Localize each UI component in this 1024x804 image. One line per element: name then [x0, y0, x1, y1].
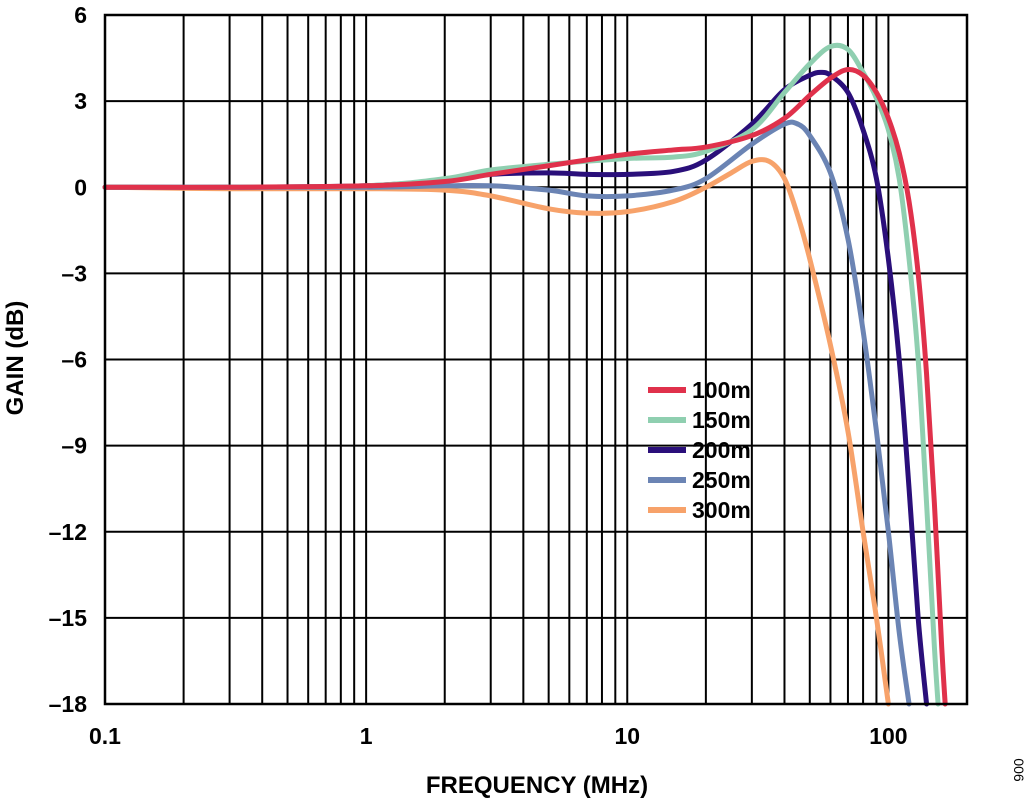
- y-tick-labels: 6 3 0 –3 –6 –9 –12 –15 –18: [49, 2, 88, 717]
- x-tick-label: 10: [614, 723, 640, 749]
- x-tick-label: 1: [360, 723, 373, 749]
- y-tick-label: 0: [74, 174, 87, 200]
- series-line-100m: [102, 67, 948, 707]
- y-tick-label: –9: [61, 433, 87, 459]
- legend-label-100m: 100m: [692, 377, 751, 403]
- series-line-150m: [102, 42, 941, 707]
- series-line-250m: [102, 119, 912, 707]
- legend-label-300m: 300m: [692, 497, 751, 523]
- x-tick-label: 100: [869, 723, 907, 749]
- x-tick-labels: 0.1 1 10 100: [89, 723, 908, 749]
- legend-label-250m: 250m: [692, 467, 751, 493]
- y-tick-label: 3: [74, 88, 87, 114]
- y-tick-label: –15: [49, 605, 88, 631]
- series-line-300m: [102, 157, 891, 707]
- plot-frame: [103, 13, 969, 706]
- y-tick-label: –3: [61, 260, 87, 286]
- x-axis-title: FREQUENCY (MHz): [426, 772, 648, 799]
- y-axis-title: GAIN (dB): [2, 301, 29, 416]
- series-lines: [102, 42, 948, 707]
- figure-id: 006: [1011, 758, 1024, 782]
- legend: 100m 150m 200m 250m 300m: [648, 377, 751, 523]
- y-tick-label: –6: [61, 347, 87, 373]
- x-tick-label: 0.1: [89, 723, 121, 749]
- y-tick-label: 6: [74, 2, 87, 28]
- grid: [105, 15, 967, 704]
- y-tick-label: –18: [49, 691, 88, 717]
- y-tick-label: –12: [49, 519, 87, 545]
- legend-label-200m: 200m: [692, 437, 751, 463]
- legend-label-150m: 150m: [692, 407, 751, 433]
